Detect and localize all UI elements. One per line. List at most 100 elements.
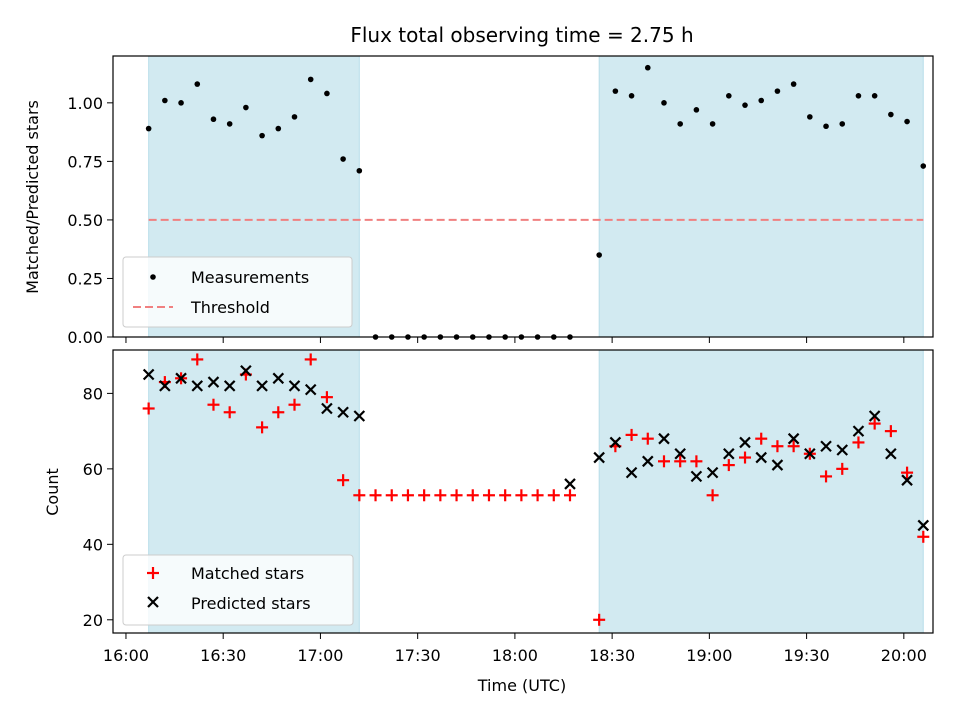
x-stroke-b	[625, 466, 638, 479]
matched-stars-point	[191, 353, 204, 366]
y-axis-ticks: 20 40 60 80	[83, 384, 113, 630]
matched-stars-point	[142, 402, 155, 415]
x-stroke-b	[852, 425, 865, 437]
x-stroke-b	[804, 447, 816, 460]
matched-stars-point	[337, 474, 350, 487]
measurement-point	[210, 116, 217, 123]
legend-plus-marker	[147, 567, 159, 579]
measurement-point	[291, 114, 298, 120]
y-tick-label: 40	[83, 535, 103, 554]
matched-stars-point	[547, 489, 560, 502]
matched-stars-point	[288, 398, 301, 411]
x-stroke-b	[609, 436, 622, 449]
x-tick-label: 16:30	[200, 646, 246, 665]
measurement-point	[644, 64, 651, 71]
chart-title: Flux total observing time = 2.75 h	[350, 23, 693, 47]
measurement-point	[178, 100, 184, 106]
measurement-point	[807, 114, 813, 120]
predicted-stars-point	[207, 376, 220, 388]
matched-stars-point	[722, 459, 735, 472]
predicted-stars-point	[868, 410, 881, 422]
matched-stars-point	[256, 421, 269, 434]
y-tick-label: 0.00	[67, 328, 103, 347]
matched-stars-point	[755, 432, 768, 445]
x-stroke-b	[723, 447, 735, 460]
measurement-point	[162, 97, 168, 104]
predicted-stars-point	[820, 440, 832, 452]
predicted-stars-point	[901, 474, 913, 486]
x-stroke-b	[771, 459, 784, 471]
legend: Matched stars Predicted stars	[122, 554, 354, 626]
predicted-stars-point	[885, 447, 897, 460]
x-axis-label: Time (UTC)	[477, 676, 566, 695]
x-stroke-b	[706, 466, 719, 479]
matched-stars-point	[418, 489, 431, 502]
predicted-stars-point	[304, 383, 317, 396]
x-stroke-b	[256, 380, 268, 392]
predicted-stars-point	[223, 380, 236, 392]
x-stroke-b	[755, 451, 767, 464]
matched-stars-point	[852, 436, 865, 449]
matched-stars-point	[353, 489, 366, 502]
matched-stars-point	[657, 455, 670, 468]
matched-stars-point	[706, 489, 719, 502]
measurement-point	[243, 104, 249, 111]
axes-frame	[112, 349, 934, 634]
predicted-stars-point	[191, 380, 204, 392]
measurement-point	[774, 88, 781, 94]
x-tick-label: 19:30	[784, 646, 830, 665]
x-stroke-b	[787, 432, 800, 445]
x-stroke-b	[191, 380, 204, 392]
measurement-point	[194, 81, 201, 87]
matched-stars-point	[690, 455, 703, 468]
matched-stars-point	[868, 417, 881, 430]
measurement-point	[790, 81, 797, 87]
x-stroke-b	[564, 478, 576, 490]
y-tick-label: 1.00	[67, 94, 103, 113]
predicted-stars-point	[321, 402, 333, 415]
x-tick-label: 19:00	[686, 646, 732, 665]
y-tick-label: 0.50	[67, 211, 103, 230]
x-stroke-b	[321, 402, 333, 415]
predicted-stars-point	[642, 455, 654, 468]
matched-stars-point	[917, 530, 930, 543]
plot-area	[142, 353, 930, 626]
x-tick-label: 18:00	[492, 646, 538, 665]
matched-stars-point	[787, 440, 800, 453]
x-stroke-b	[272, 372, 285, 385]
predicted-stars-point	[593, 451, 605, 464]
predicted-stars-point	[337, 406, 349, 419]
measurement-point	[709, 121, 716, 127]
measurement-point	[275, 125, 282, 132]
predicted-stars-point	[256, 380, 268, 392]
predicted-stars-point	[609, 436, 622, 449]
measurement-point	[612, 88, 619, 94]
measurement-point	[628, 93, 635, 99]
predicted-stars-point	[755, 451, 767, 464]
predicted-stars-point	[723, 447, 735, 460]
measurement-point	[307, 76, 314, 83]
measurement-point	[340, 156, 346, 162]
y-axis-label: Count	[43, 468, 62, 516]
plot-area	[145, 64, 927, 340]
x-stroke-b	[868, 410, 881, 422]
y-axis-label: Matched/Predicted stars	[23, 100, 42, 294]
matched-stars-point	[434, 489, 447, 502]
matched-stars-point	[207, 398, 220, 411]
y-tick-label: 60	[83, 460, 103, 479]
matched-stars-point	[884, 425, 897, 438]
predicted-stars-point	[917, 519, 930, 532]
measurement-point	[677, 121, 683, 127]
legend-box	[122, 256, 353, 328]
x-stroke-b	[885, 447, 897, 460]
x-stroke-b	[739, 436, 751, 449]
x-stroke-b	[674, 447, 686, 460]
matched-stars-point	[625, 428, 638, 441]
x-stroke-b	[658, 432, 670, 445]
predicted-stars-point	[804, 447, 816, 460]
y-tick-label: 0.25	[67, 269, 103, 288]
predicted-stars-point	[288, 380, 301, 392]
x-stroke-b	[337, 406, 349, 419]
